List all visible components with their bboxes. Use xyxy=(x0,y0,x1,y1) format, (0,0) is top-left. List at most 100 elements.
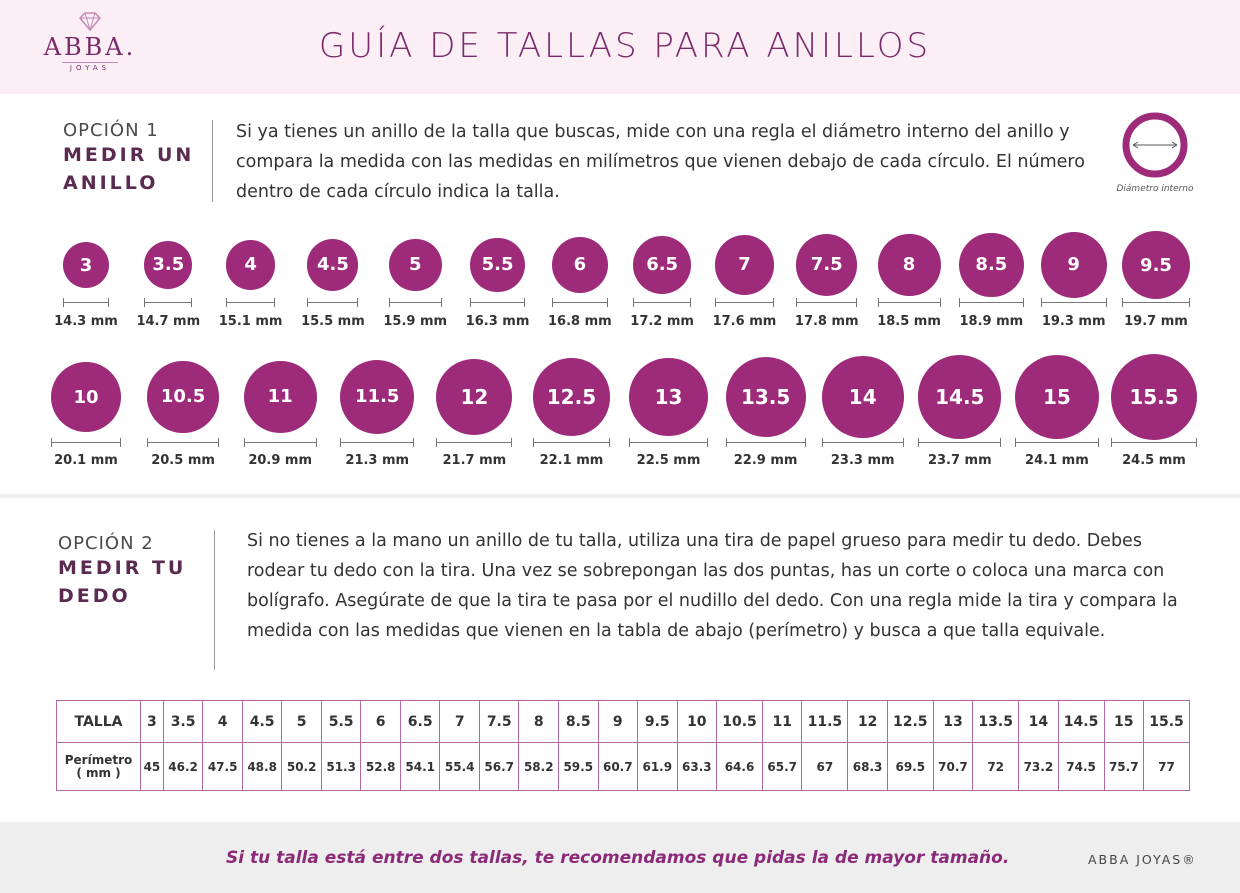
perimetro-cell: 45 xyxy=(140,742,164,791)
option1-name: MEDIR UN ANILLO xyxy=(63,144,195,194)
talla-cell: 10 xyxy=(676,700,718,743)
diameter-label: 21.3 mm xyxy=(345,453,410,468)
perimetro-cell: 58.2 xyxy=(518,742,559,791)
talla-cell: 9 xyxy=(597,700,639,743)
diameter-label: 22.1 mm xyxy=(539,453,604,468)
size-circle: 5 xyxy=(388,238,442,292)
perimetro-cell: 51.3 xyxy=(320,742,362,791)
diameter-label: 15.5 mm xyxy=(301,314,365,329)
diameter-label: 24.5 mm xyxy=(1122,453,1186,468)
perimetro-label: Perímetro ( mm ) xyxy=(64,752,133,780)
size-circle: 8 xyxy=(877,233,941,297)
size-circle: 13.5 xyxy=(725,356,806,438)
footer-brand: ABBA JOYAS® xyxy=(1088,852,1197,867)
perimeter-table: TALLA 3 3.5 4 4.5 5 5.5 6 6.5 7 7.5 8 8.5 9 9.5 10 10.5… xyxy=(56,700,1190,791)
perimetro-cell: 59.5 xyxy=(558,742,599,791)
diameter-ruler xyxy=(470,298,525,307)
perimetro-cell: 67 xyxy=(801,742,849,791)
talla-cell: 8 xyxy=(518,700,559,743)
talla-cell: 8.5 xyxy=(558,700,599,743)
size-circle: 4 xyxy=(225,240,276,290)
option2-divider xyxy=(214,530,215,670)
brand-logo: ABBA. JOYAS xyxy=(40,10,140,84)
diameter-ruler xyxy=(1122,298,1190,307)
diameter-ruler xyxy=(532,438,611,447)
size-circle: 13 xyxy=(629,357,708,437)
perimetro-cell: 73.2 xyxy=(1018,742,1059,791)
talla-cell: 4.5 xyxy=(241,700,283,743)
diameter-ruler xyxy=(796,298,858,307)
perimetro-cell: 74.5 xyxy=(1057,742,1105,791)
perimetro-cell: 60.7 xyxy=(597,742,639,791)
perimetro-cell: 50.2 xyxy=(281,742,322,791)
size-circle: 6.5 xyxy=(633,236,692,294)
diameter-label: 18.5 mm xyxy=(877,314,941,329)
perimetro-cell: 46.2 xyxy=(162,742,204,791)
size-circle: 3 xyxy=(63,242,109,288)
perimetro-cell: 56.7 xyxy=(478,742,520,791)
talla-cell: 4 xyxy=(202,700,243,743)
talla-cell: 9.5 xyxy=(637,700,678,743)
diameter-label: 18.9 mm xyxy=(959,314,1024,329)
perimetro-cell: 69.5 xyxy=(886,742,934,791)
perimetro-cell: 68.3 xyxy=(847,742,888,791)
size-circle: 9.5 xyxy=(1122,231,1190,299)
size-circle: 11 xyxy=(243,360,317,434)
perimetro-cell: 70.7 xyxy=(932,742,974,791)
diameter-ruler xyxy=(959,298,1024,307)
footer-message: Si tu talla está entre dos tallas, te re… xyxy=(226,848,1010,868)
talla-cell: 11 xyxy=(761,700,803,743)
diameter-ruler xyxy=(1111,438,1197,447)
talla-cell: 13.5 xyxy=(972,700,1020,743)
diameter-ruler xyxy=(144,298,193,307)
talla-cell: 6 xyxy=(360,700,401,743)
diameter-ruler xyxy=(1014,438,1100,447)
ring-size-chart: 3 14.3 mm 3.5 14.7 mm 4 15.1 mm 4.5 15.5 mm 5 15.… xyxy=(51,231,1197,468)
diameter-label: 21.7 mm xyxy=(442,453,507,468)
diameter-label: 17.6 mm xyxy=(712,314,777,329)
diameter-ruler xyxy=(551,298,608,307)
diameter-label: 15.1 mm xyxy=(218,314,283,329)
size-circle: 10.5 xyxy=(147,361,219,433)
perimetro-cell: 48.8 xyxy=(241,742,283,791)
perimetro-cell: 77 xyxy=(1143,742,1190,791)
table-header-talla: TALLA xyxy=(56,700,141,743)
option2-name: MEDIR TU DEDO xyxy=(58,557,187,607)
brand-name: ABBA. xyxy=(43,33,137,61)
option2-text: Si no tienes a la mano un anillo de tu t… xyxy=(247,531,1178,641)
size-circle: 8.5 xyxy=(959,232,1024,298)
option2-heading: OPCIÓN 2 MEDIR TU DEDO xyxy=(58,533,186,610)
size-circle: 12.5 xyxy=(532,358,611,436)
diameter-label: 24.1 mm xyxy=(1025,453,1089,468)
diameter-ruler xyxy=(436,438,513,447)
diameter-ruler xyxy=(629,438,708,447)
size-circle: 3.5 xyxy=(144,241,193,289)
diameter-label: 17.8 mm xyxy=(794,314,859,329)
size-circle: 15.5 xyxy=(1111,354,1197,440)
size-circle: 9 xyxy=(1040,231,1107,299)
perimetro-cell: 54.1 xyxy=(399,742,441,791)
table-row-perimetro: Perímetro ( mm ) 45 46.2 47.5 48.8 50.2 51.3 5… xyxy=(56,742,1190,791)
diameter-ruler xyxy=(918,438,1002,447)
talla-cell: 15.5 xyxy=(1143,700,1190,743)
talla-cell: 10.5 xyxy=(716,700,763,743)
diameter-ruler xyxy=(725,438,806,447)
table-header-perimetro: Perímetro ( mm ) xyxy=(56,742,141,791)
diameter-label: 20.9 mm xyxy=(248,453,313,468)
diameter-label: 23.7 mm xyxy=(927,453,992,468)
size-circle: 4.5 xyxy=(307,239,359,291)
diameter-label: 15.9 mm xyxy=(383,314,448,329)
perimetro-cell: 65.7 xyxy=(761,742,803,791)
diameter-label: 22.9 mm xyxy=(733,453,798,468)
option1-divider xyxy=(212,120,213,202)
diameter-ruler xyxy=(1040,298,1107,307)
perimetro-cell: 55.4 xyxy=(439,742,480,791)
diameter-label: 20.5 mm xyxy=(151,453,215,468)
size-circle: 11.5 xyxy=(340,359,415,435)
perimetro-cell: 64.6 xyxy=(716,742,763,791)
inner-diameter-caption: Diámetro interno xyxy=(1116,184,1194,194)
size-circle: 7 xyxy=(714,235,775,295)
diameter-label: 16.8 mm xyxy=(547,314,612,329)
talla-cell: 12 xyxy=(847,700,888,743)
talla-cell: 3.5 xyxy=(162,700,204,743)
